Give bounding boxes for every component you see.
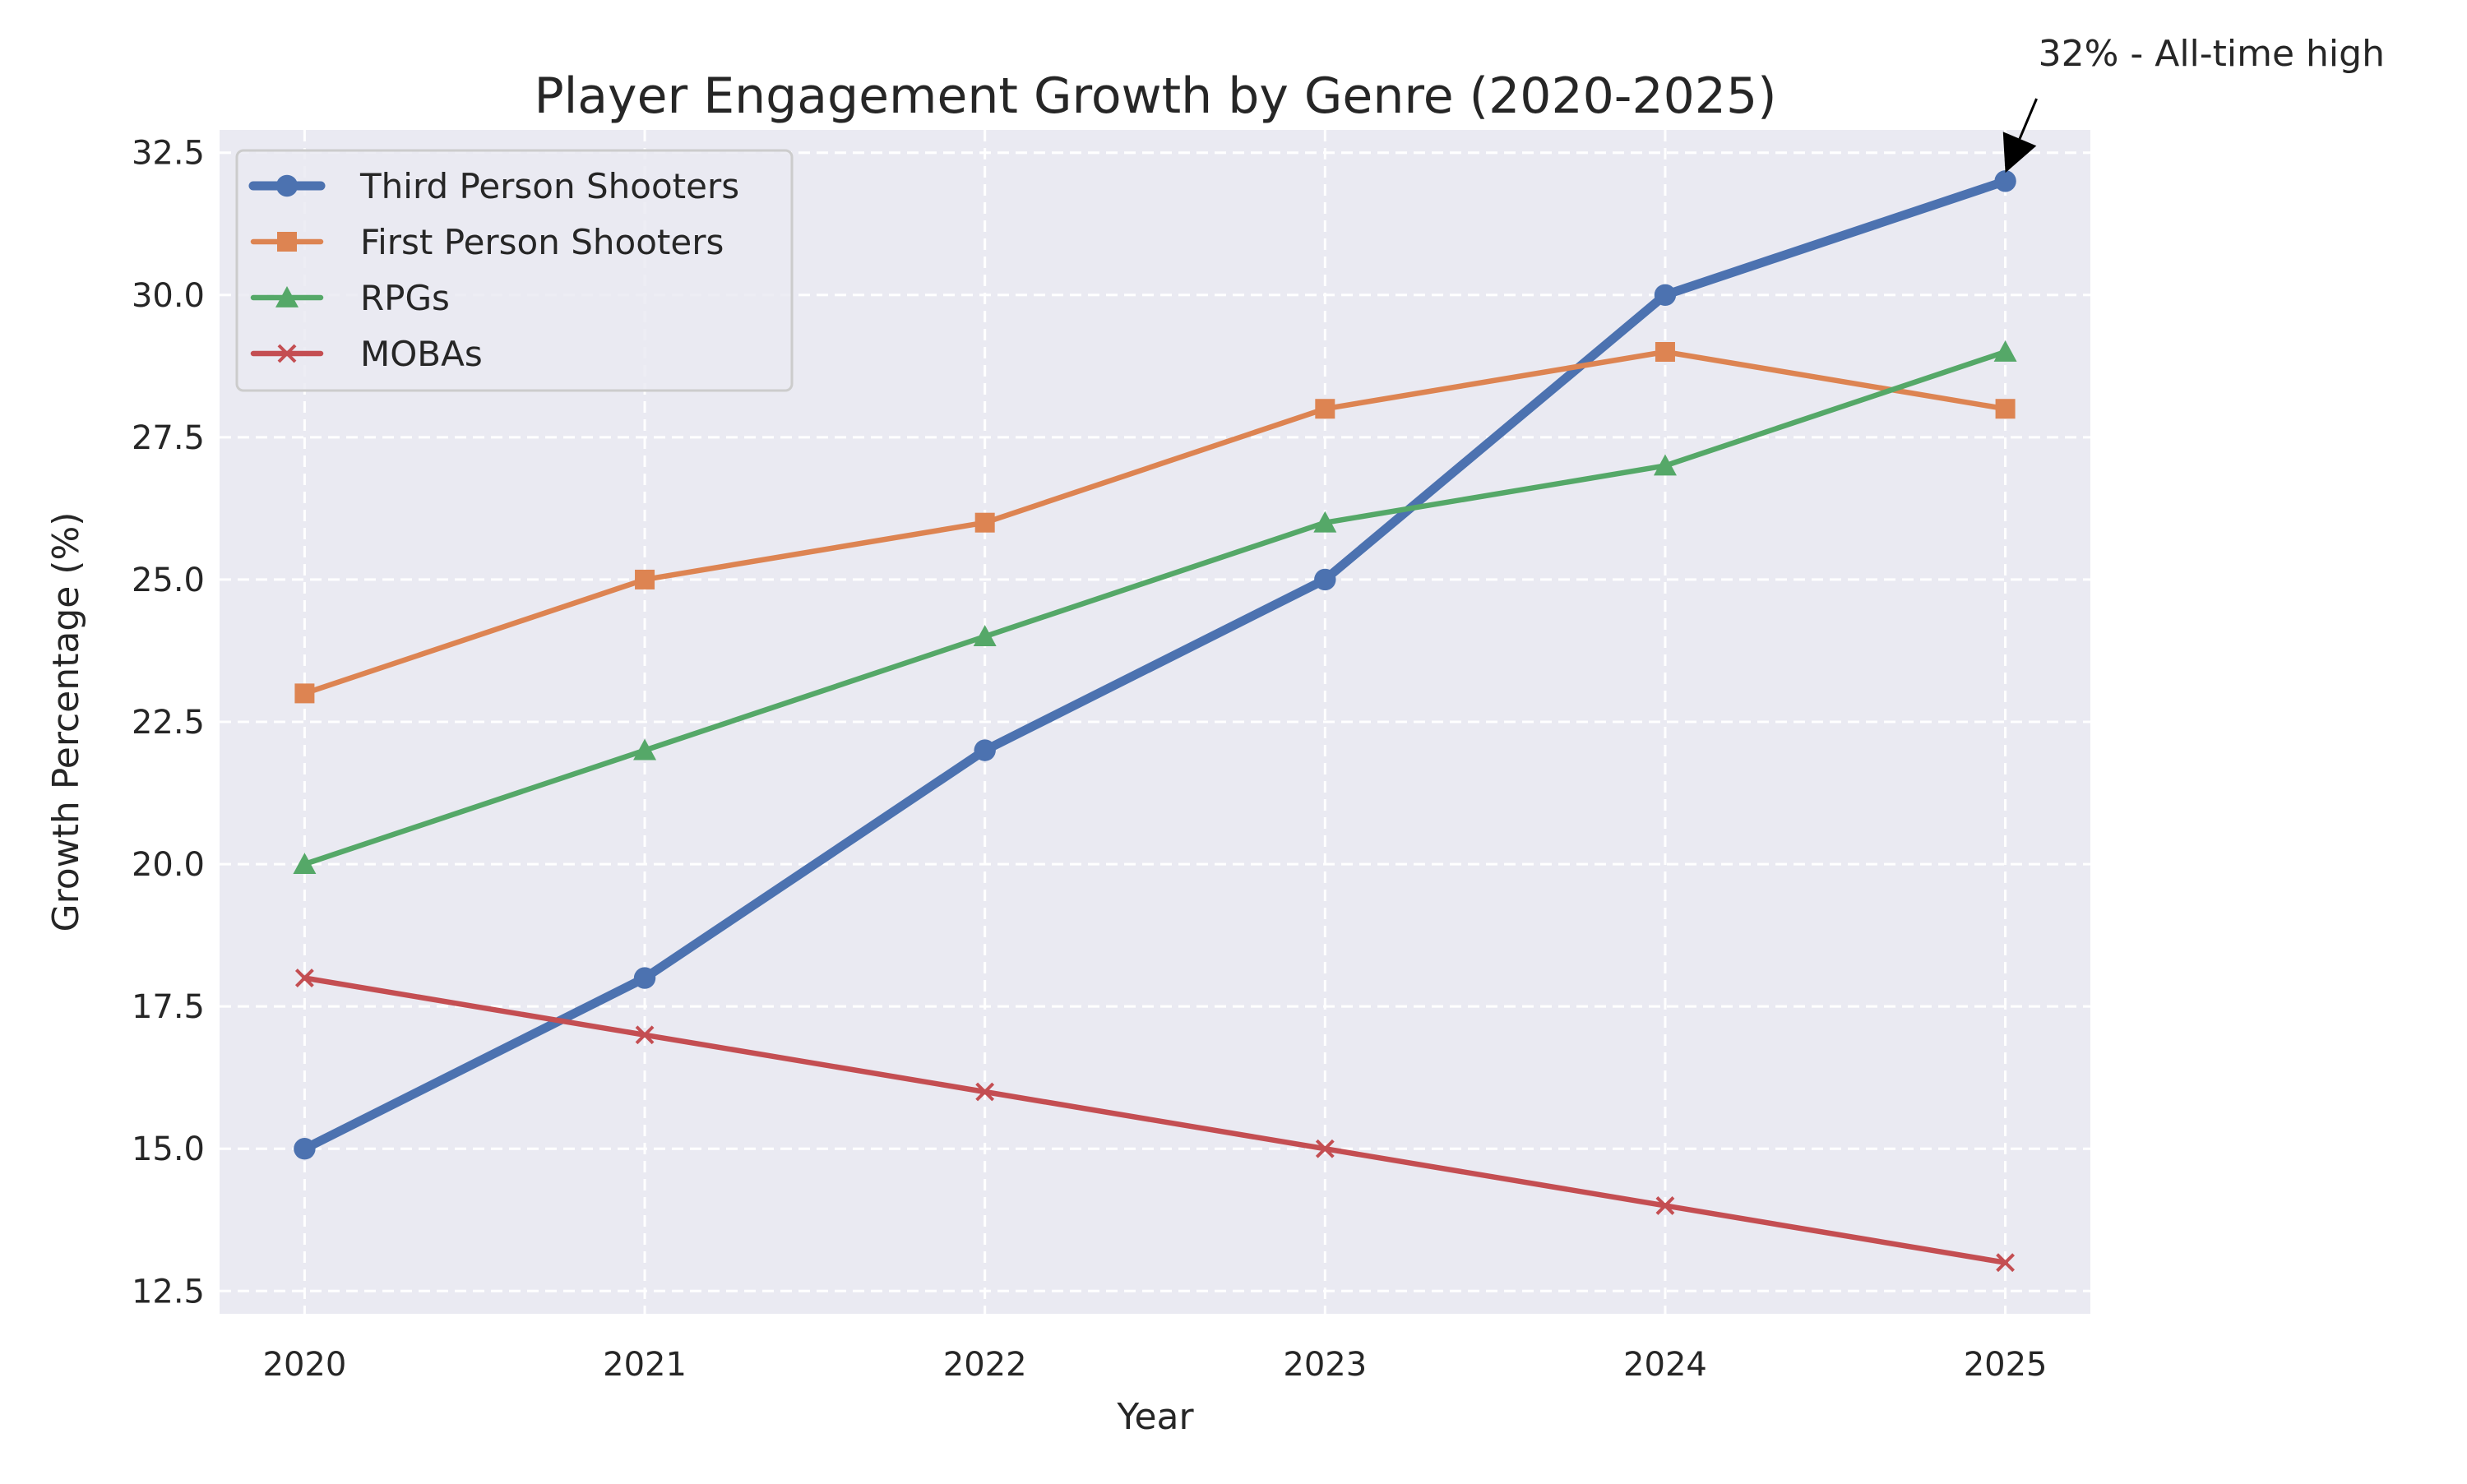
data-point [275, 286, 299, 307]
legend-box [235, 149, 794, 392]
series-rpgs [293, 340, 2017, 874]
data-point [633, 967, 656, 989]
y-tick-label: 12.5 [132, 1273, 205, 1311]
data-point [1996, 1253, 2016, 1273]
legend-label: MOBAs [360, 334, 483, 374]
data-point [1313, 511, 1337, 533]
legend-item: RPGs [250, 278, 450, 318]
legend-item: MOBAs [250, 334, 483, 374]
x-tick-label: 2025 [1964, 1346, 2048, 1384]
data-point [294, 1138, 316, 1160]
data-point [633, 738, 657, 760]
series-line [302, 975, 2008, 1265]
data-point [635, 569, 655, 589]
legend-item: Third Person Shooters [248, 166, 739, 206]
data-point [1314, 568, 1336, 591]
series-line [302, 349, 2008, 696]
annotation-arrow-head [2002, 132, 2037, 173]
data-point [294, 969, 314, 987]
series-line [302, 349, 2008, 867]
data-point [277, 344, 297, 363]
data-point [975, 1082, 995, 1102]
series-first-person-shooters [294, 342, 2016, 704]
data-point [974, 512, 995, 533]
legend-label: Third Person Shooters [359, 166, 739, 206]
data-point [1993, 340, 2017, 362]
x-tick-label: 2024 [1623, 1346, 1707, 1384]
data-point [635, 1025, 655, 1045]
data-point [1653, 454, 1677, 476]
chart-title: Player Engagement Growth by Genre (2020-… [534, 67, 1776, 125]
y-tick-label: 25.0 [132, 562, 205, 599]
legend-label: RPGs [360, 278, 450, 318]
series-third-person-shooters [294, 170, 2016, 1160]
data-point [1994, 170, 2016, 192]
data-point [973, 625, 997, 647]
data-point [275, 174, 299, 197]
y-tick-label: 20.0 [132, 846, 205, 884]
data-point [1315, 399, 1335, 419]
y-axis: 12.5 15.0 17.5 20.0 22.5 25.0 27.5 30.0 32.5 [132, 135, 205, 1311]
legend-item: First Person Shooters [250, 222, 724, 262]
y-tick-label: 22.5 [132, 704, 205, 742]
annotation-arrow-shaft [2018, 98, 2038, 140]
data-point [1654, 284, 1677, 306]
data-point [1315, 1139, 1335, 1158]
x-tick-label: 2021 [603, 1346, 687, 1384]
y-tick-label: 27.5 [132, 419, 205, 457]
data-point [294, 683, 315, 704]
x-tick-label: 2020 [263, 1346, 347, 1384]
x-axis: 2020 2021 2022 2023 2024 2025 [263, 1346, 2048, 1384]
y-tick-label: 17.5 [132, 988, 205, 1026]
data-point [974, 739, 996, 761]
series-line [299, 176, 2011, 1153]
y-tick-label: 32.5 [132, 135, 205, 173]
legend: Third Person Shooters First Person Shoote… [235, 149, 794, 392]
data-point [1655, 342, 1675, 362]
y-tick-label: 15.0 [132, 1130, 205, 1168]
series-layer [293, 170, 2017, 1273]
y-axis-label: Growth Percentage (%) [45, 512, 87, 932]
legend-label: First Person Shooters [360, 222, 724, 262]
annotation-text: 32% - All-time high [2039, 33, 2385, 75]
data-point [1655, 1196, 1675, 1215]
data-point [293, 853, 317, 874]
data-point [1995, 399, 2016, 419]
annotation: 32% - All-time high [2002, 33, 2385, 173]
x-axis-label: Year [1116, 1396, 1194, 1438]
x-tick-label: 2023 [1283, 1346, 1367, 1384]
series-mobas [294, 969, 2016, 1273]
y-tick-label: 30.0 [132, 277, 205, 315]
x-tick-label: 2022 [943, 1346, 1027, 1384]
data-point [277, 232, 297, 252]
